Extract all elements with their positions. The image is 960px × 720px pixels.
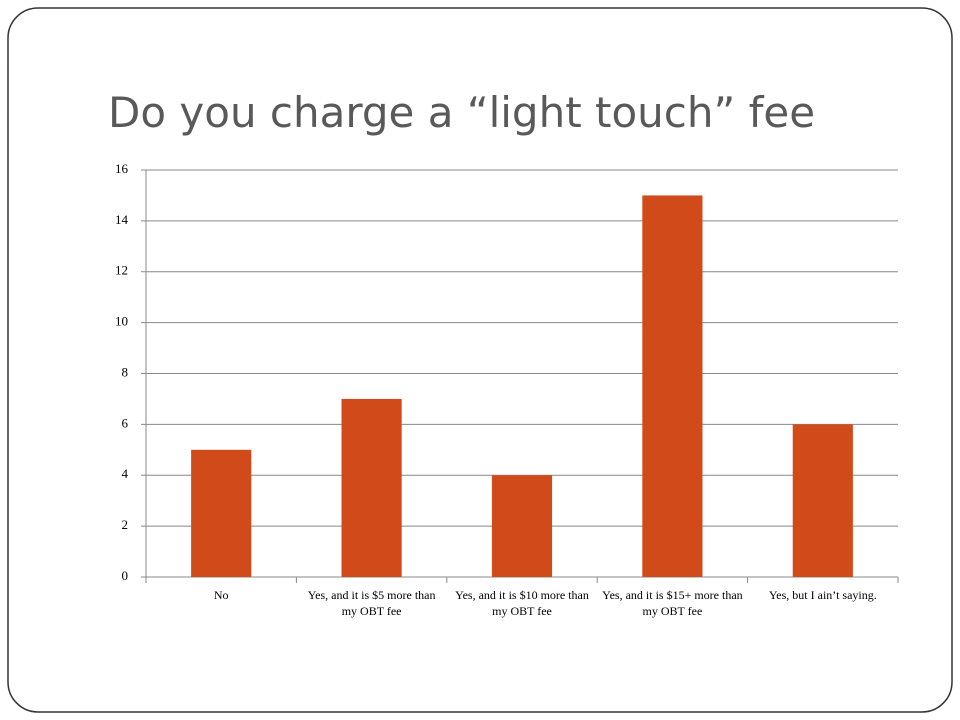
bar (642, 195, 703, 577)
slide-border (7, 7, 953, 713)
y-tick-label: 16 (115, 161, 129, 176)
x-tick-label: Yes, and it is $15+ more than my OBT fee (602, 588, 743, 618)
bar (191, 449, 252, 577)
bar (792, 424, 853, 577)
y-tick-label: 0 (122, 568, 129, 583)
y-tick-label: 14 (115, 212, 129, 227)
y-tick-label: 6 (122, 415, 129, 430)
x-tick-label: Yes, but I ain’t saying. (768, 588, 877, 602)
y-tick-label: 10 (115, 314, 128, 329)
y-tick-label: 2 (122, 517, 129, 532)
bar (341, 398, 402, 577)
chart-title: Do you charge a “light touch” fee (108, 88, 815, 137)
x-tick-label: Yes, and it is $5 more than my OBT fee (307, 588, 436, 618)
y-tick-label: 8 (122, 364, 129, 379)
x-tick-label: Yes, and it is $10 more than my OBT fee (455, 588, 589, 618)
y-tick-label: 4 (122, 466, 129, 481)
x-tick-label: No (213, 588, 229, 602)
bar (491, 475, 553, 577)
y-tick-label: 12 (115, 263, 128, 278)
